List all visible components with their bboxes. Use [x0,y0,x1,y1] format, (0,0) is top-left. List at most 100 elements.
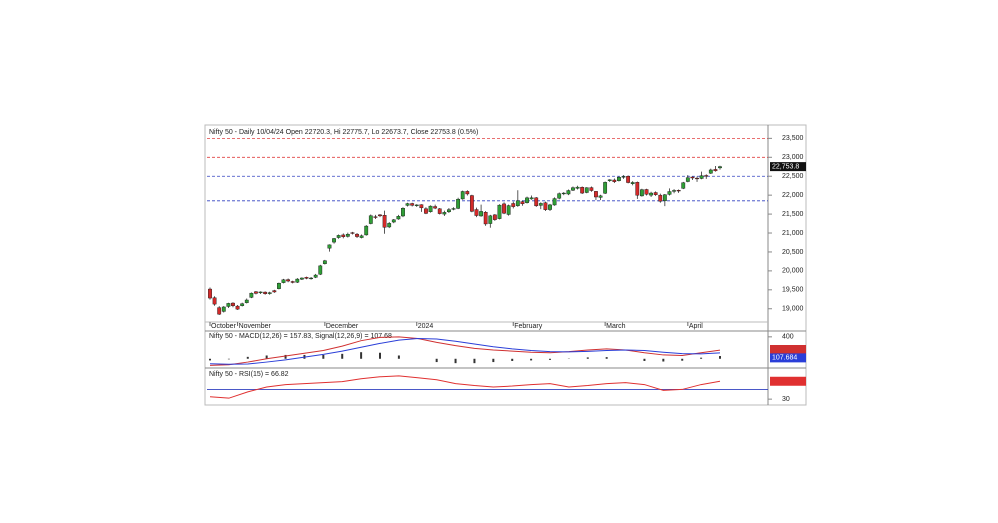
histogram-bar [454,358,457,364]
candle-body [327,244,332,249]
candle-body [304,277,309,279]
series-line [209,336,721,366]
candle-body [217,307,222,315]
candle-body [456,198,461,209]
candle-body [322,260,327,264]
candle-body [497,204,502,219]
x-tick-label: February [514,323,543,330]
candle-body [235,305,240,310]
histogram-bar [227,358,230,360]
y-tick-label: 20,000 [782,268,804,275]
candle-body [341,234,346,237]
candle-body [612,179,617,182]
candle-body [561,192,566,195]
value-box [770,353,806,363]
x-tick-label: October [211,323,237,330]
candle-body [281,279,286,283]
candle-body [465,191,470,195]
candle-body [635,182,640,196]
candle-body [359,235,364,238]
candle-body [263,291,268,294]
candle-body [437,208,442,214]
candle-body [355,233,359,237]
y-tick-label: 23,000 [782,154,804,161]
candle-body [695,177,699,180]
candle-body [598,195,603,198]
histogram-bar [322,354,325,359]
candle-body [226,303,231,307]
candle-body [401,208,405,217]
histogram-bar [662,358,665,362]
series-line [209,337,721,365]
candle-body [364,225,369,236]
x-tick-label: April [689,323,703,330]
candle-body [405,203,410,206]
candle-body [277,282,281,289]
candle-body [419,204,424,209]
candle-body [520,201,525,205]
y-tick-label: 19,500 [782,287,804,294]
candle-body [433,206,438,209]
y-tick-label: 22,000 [782,192,804,199]
candle-body [336,235,341,238]
histogram-bar [511,358,514,361]
y-tick-label: 22,500 [782,173,804,180]
candle-body [460,191,465,200]
histogram-bar [549,358,551,360]
x-tick-label: 2024 [418,323,434,330]
candle-body [345,233,350,237]
candle-body [378,214,382,217]
candle-body [373,216,378,218]
candle-body [396,216,401,220]
candle-body [309,277,313,280]
histogram-bar [643,358,646,361]
candle-body [350,232,355,234]
series-line [209,375,721,399]
candle-body [649,192,653,196]
candle-body [621,176,626,178]
candle-body [662,194,667,202]
histogram-bar [435,358,438,363]
y-tick-label: 400 [782,334,794,341]
histogram-bar [379,352,381,359]
candle-body [667,191,672,195]
candle-body [580,187,585,194]
candle-body [685,177,690,182]
candle-body [414,204,419,206]
y-tick-label: 20,500 [782,249,804,256]
y-tick-label: 30 [782,396,790,403]
histogram-bar [284,354,287,359]
candle-body [575,186,580,189]
candle-body [529,197,534,200]
histogram-bar [397,355,400,359]
candle-body [630,182,635,184]
candle-body [424,208,428,214]
candle-body [704,175,709,177]
candle-body [525,197,529,203]
candle-body [617,177,621,181]
histogram-bar [473,358,476,364]
candle-body [672,190,676,192]
x-tick-label: December [326,323,359,330]
candle-body [290,281,295,283]
candle-body [410,203,415,206]
candle-body [474,209,479,216]
histogram-bar [246,356,249,359]
histogram-bar [681,358,684,361]
histogram-bar [360,352,363,359]
candle-body [511,203,516,207]
candle-body [387,223,392,228]
candle-body [548,204,552,210]
candle-body [653,192,658,195]
candle-body [515,200,520,206]
candle-body [313,274,318,278]
candle-body [318,265,323,275]
histogram-bar [700,357,703,359]
candle-body [571,187,575,191]
candle-body [332,238,336,243]
y-tick-label: 21,000 [782,230,804,237]
candle-body [584,187,589,193]
rsi-title: Nifty 50 - RSI(15) = 66.82 [209,371,289,378]
candle-body [208,288,212,299]
